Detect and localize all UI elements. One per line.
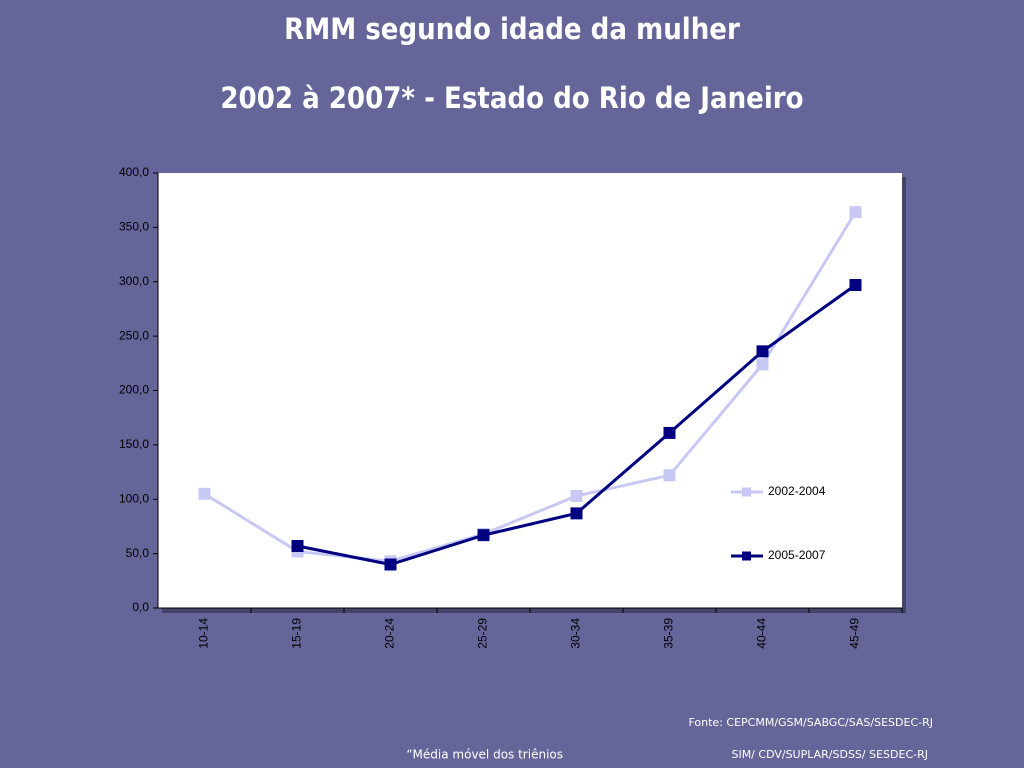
point-marker	[756, 358, 769, 371]
footnote: “Média móvel dos triênios	[406, 748, 563, 762]
x-tick-label: 45-49	[848, 618, 862, 649]
point-marker	[756, 345, 769, 358]
point-marker	[849, 279, 862, 292]
legend-marker	[742, 551, 751, 561]
source-note: SIM/ CDV/SUPLAR/SDSS/ SESDEC-RJ	[731, 748, 928, 761]
y-tick-label: 350,0	[119, 220, 149, 234]
y-tick-label: 250,0	[119, 328, 149, 342]
x-tick-label: 10-14	[197, 618, 211, 649]
point-marker	[384, 558, 397, 571]
point-marker	[291, 540, 304, 553]
point-marker	[663, 469, 676, 482]
legend-label: 2002-2004	[768, 484, 826, 498]
point-marker	[663, 426, 676, 439]
x-tick-label: 15-19	[290, 618, 304, 649]
point-marker	[477, 529, 490, 542]
x-tick-label: 30-34	[569, 618, 583, 649]
y-tick-label: 200,0	[119, 383, 149, 397]
point-marker	[198, 487, 211, 500]
x-tick-label: 40-44	[755, 618, 769, 649]
legend-label: 2005-2007	[768, 548, 826, 562]
y-tick-label: 150,0	[119, 437, 149, 451]
series-line	[203, 211, 857, 563]
y-tick-label: 300,0	[119, 274, 149, 288]
x-tick-label: 25-29	[476, 618, 490, 649]
point-marker	[570, 507, 583, 520]
chart-subtitle: 2002 à 2007* - Estado do Rio de Janeiro	[220, 81, 803, 115]
source-note: Fonte: CEPCMM/GSM/SABGC/SAS/SESDEC-RJ	[688, 716, 933, 729]
legend-marker	[742, 487, 751, 497]
point-marker	[570, 489, 583, 502]
x-tick-label: 20-24	[383, 618, 397, 649]
y-tick-label: 100,0	[119, 491, 149, 505]
y-tick-label: 400,0	[119, 165, 149, 179]
x-tick-label: 35-39	[662, 618, 676, 649]
chart-title: RMM segundo idade da mulher	[284, 12, 740, 46]
plot-area	[158, 173, 902, 608]
y-tick-label: 50,0	[126, 546, 150, 560]
y-tick-label: 0,0	[132, 600, 149, 614]
point-marker	[849, 206, 862, 219]
